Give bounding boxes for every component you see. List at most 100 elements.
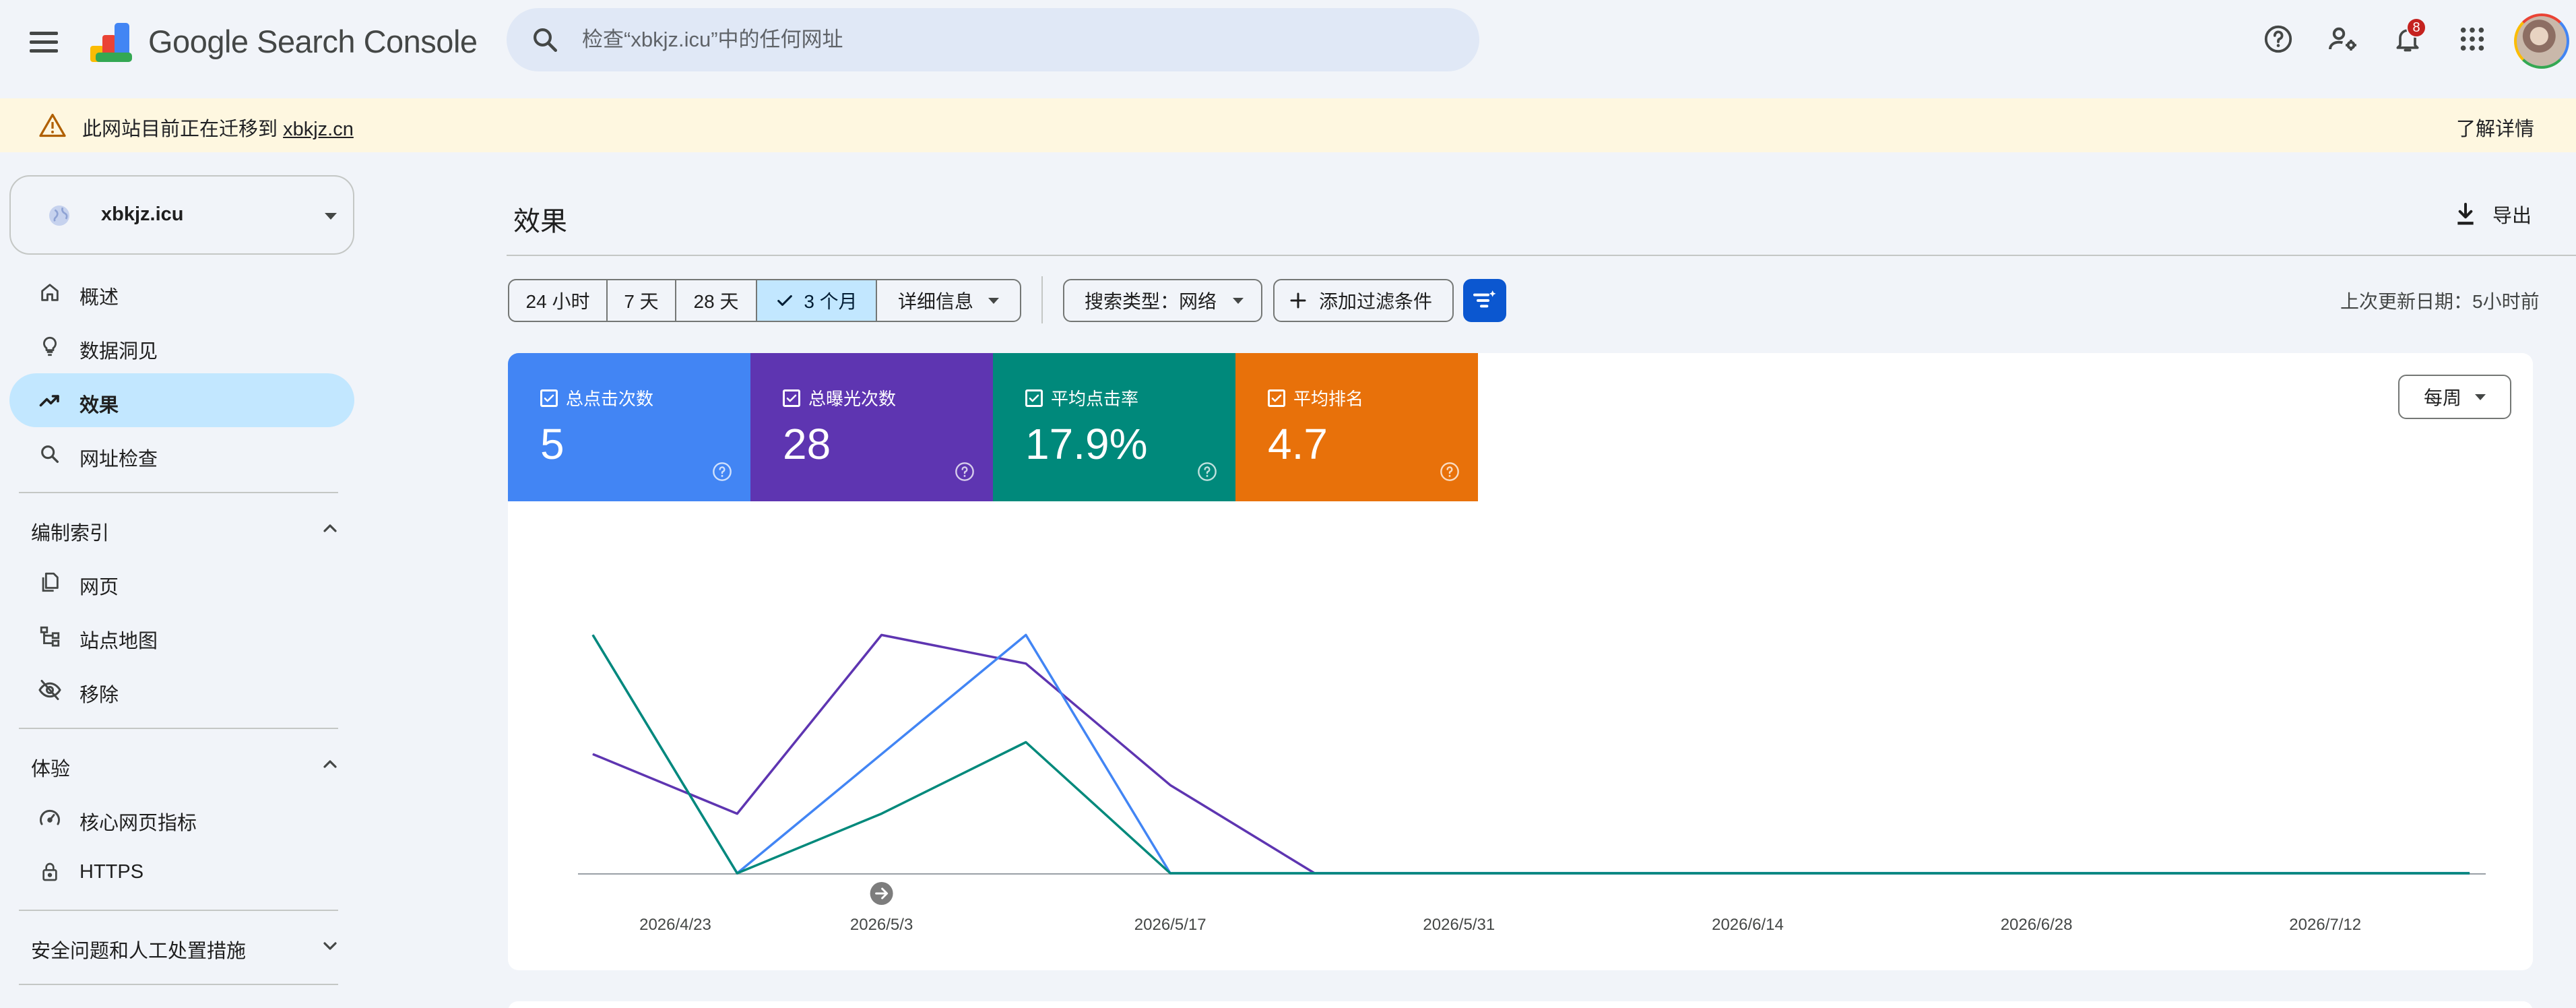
details-dropdown[interactable]: 详细信息 — [877, 280, 1020, 321]
search-type-filter[interactable]: 搜索类型：网络 — [1063, 279, 1262, 322]
metric-tile-total-clicks[interactable]: 总点击次数 5 — [508, 353, 750, 501]
header-divider — [507, 255, 2576, 256]
export-label: 导出 — [2492, 206, 2532, 227]
help-icon[interactable] — [711, 461, 733, 482]
sidebar-item-core-web-vitals[interactable]: 核心网页指标 — [9, 791, 354, 845]
sidebar-divider — [19, 492, 338, 493]
help-icon[interactable] — [1196, 461, 1218, 482]
add-filter-label: 添加过滤条件 — [1319, 291, 1433, 312]
caret-down-icon — [988, 297, 999, 304]
metric-value: 17.9% — [1025, 420, 1148, 468]
sidebar-section-experience[interactable]: 体验 — [19, 744, 342, 784]
url-inspection-search[interactable] — [507, 8, 1479, 71]
performance-card: 总点击次数 5 总曝光次数 28 平均点击率 17.9% 平均排名 4.7 每周 2026/4… — [508, 353, 2533, 970]
sidebar-item-insights[interactable]: 数据洞见 — [9, 319, 354, 373]
metric-value: 4.7 — [1268, 420, 1328, 468]
date-range-24h[interactable]: 24 小时 — [509, 280, 608, 321]
data-point-ctr — [1169, 873, 1171, 874]
period-select[interactable]: 每周 — [2398, 375, 2511, 419]
data-point-impressions — [736, 813, 738, 815]
sidebar-item-https[interactable]: HTTPS — [9, 845, 354, 899]
data-point-impressions — [1025, 663, 1027, 664]
sidebar-item-label: 网页 — [79, 577, 119, 598]
sidebar-divider — [19, 910, 338, 911]
data-point-ctr — [736, 873, 738, 874]
sidebar-item-label: 效果 — [79, 395, 119, 416]
add-filter-button[interactable]: 添加过滤条件 — [1273, 279, 1454, 322]
sidebar-item-pages[interactable]: 网页 — [9, 555, 354, 609]
apps-button[interactable] — [2453, 20, 2491, 58]
help-icon[interactable] — [954, 461, 975, 482]
metric-value: 5 — [540, 420, 565, 468]
date-range-label: 3 个月 — [804, 291, 858, 312]
sidebar-item-sitemaps[interactable]: 站点地图 — [9, 609, 354, 663]
metric-label-text: 平均点击率 — [1051, 389, 1139, 409]
main-menu-button[interactable] — [30, 24, 65, 59]
search-icon — [534, 28, 558, 53]
date-range-3m[interactable]: 3 个月 — [757, 280, 877, 321]
metric-tile-average-ctr[interactable]: 平均点击率 17.9% — [993, 353, 1235, 501]
sidebar-item-performance[interactable]: 效果 — [9, 373, 354, 427]
sidebar-item-label: 网址检查 — [79, 449, 158, 470]
x-tick-label: 2026/6/28 — [2001, 916, 2073, 934]
section-label: 安全问题和人工处置措施 — [31, 941, 247, 962]
migration-target-link[interactable]: xbkjz.cn — [283, 119, 354, 140]
sitemap-icon — [40, 626, 60, 647]
search-icon — [41, 445, 59, 464]
checkbox-checked-icon — [1025, 389, 1043, 407]
sidebar-item-label: HTTPS — [79, 861, 144, 883]
page-title: 效果 — [513, 207, 567, 237]
export-button[interactable]: 导出 — [2452, 195, 2532, 233]
account-avatar[interactable] — [2514, 13, 2569, 69]
property-selector[interactable]: xbkjz.icu — [9, 175, 354, 255]
date-range-28d[interactable]: 28 天 — [676, 280, 757, 321]
x-tick-label: 2026/4/23 — [639, 916, 711, 934]
lightbulb-icon — [43, 336, 57, 356]
data-point-ctr — [1314, 873, 1315, 874]
series-line-ctr — [591, 634, 2470, 875]
data-point-ctr — [1747, 873, 1748, 874]
metric-tile-total-impressions[interactable]: 总曝光次数 28 — [750, 353, 993, 501]
x-tick-label: 2026/5/17 — [1134, 916, 1206, 934]
help-icon[interactable] — [1439, 461, 1460, 482]
warning-icon — [39, 113, 66, 137]
metric-label: 总曝光次数 — [783, 385, 896, 410]
sidebar-item-label: 核心网页指标 — [79, 813, 197, 834]
date-range-7d[interactable]: 7 天 — [608, 280, 676, 321]
learn-more-link[interactable]: 了解详情 — [2456, 119, 2535, 140]
annotation-marker[interactable] — [870, 882, 893, 905]
sidebar-section-indexing[interactable]: 编制索引 — [19, 508, 342, 548]
home-icon — [41, 284, 59, 301]
sidebar-item-overview[interactable]: 概述 — [9, 265, 354, 319]
metric-tile-average-position[interactable]: 平均排名 4.7 — [1235, 353, 1478, 501]
notification-badge: 8 — [2406, 18, 2426, 38]
check-icon — [777, 295, 793, 306]
user-settings-button[interactable] — [2324, 20, 2362, 58]
sidebar-section-security[interactable]: 安全问题和人工处置措施 — [19, 926, 342, 966]
queries-card — [508, 1001, 2533, 1008]
help-button[interactable] — [2259, 20, 2297, 58]
chevron-up-icon — [323, 760, 337, 768]
series-line-clicks — [591, 633, 2470, 875]
apps-grid-icon — [2460, 27, 2484, 51]
top-app-bar: Google Search Console 8 — [0, 0, 2576, 82]
manage-accounts-icon — [2329, 27, 2356, 51]
checkbox-checked-icon — [1268, 389, 1285, 407]
speed-icon — [40, 809, 60, 825]
filter-settings-button[interactable] — [1463, 279, 1506, 322]
search-type-label: 搜索类型：网络 — [1085, 291, 1217, 312]
notifications-button[interactable]: 8 — [2389, 18, 2426, 58]
data-point-ctr — [1025, 742, 1027, 743]
property-name: xbkjz.icu — [101, 203, 184, 225]
help-icon — [2264, 25, 2292, 53]
chevron-down-icon — [323, 942, 337, 950]
search-input[interactable] — [582, 8, 1444, 71]
last-updated-text: 上次更新日期：5小时前 — [2340, 291, 2540, 312]
sidebar-item-url-inspection[interactable]: 网址检查 — [9, 427, 354, 481]
lock-icon — [42, 862, 57, 881]
checkbox-checked-icon — [783, 389, 800, 407]
performance-chart: 2026/4/23 2026/5/3 2026/5/17 2026/5/31 2026/… — [578, 633, 2486, 934]
sidebar-item-removals[interactable]: 移除 — [9, 663, 354, 717]
caret-down-icon — [1233, 297, 1244, 304]
filter-separator — [1041, 276, 1043, 323]
